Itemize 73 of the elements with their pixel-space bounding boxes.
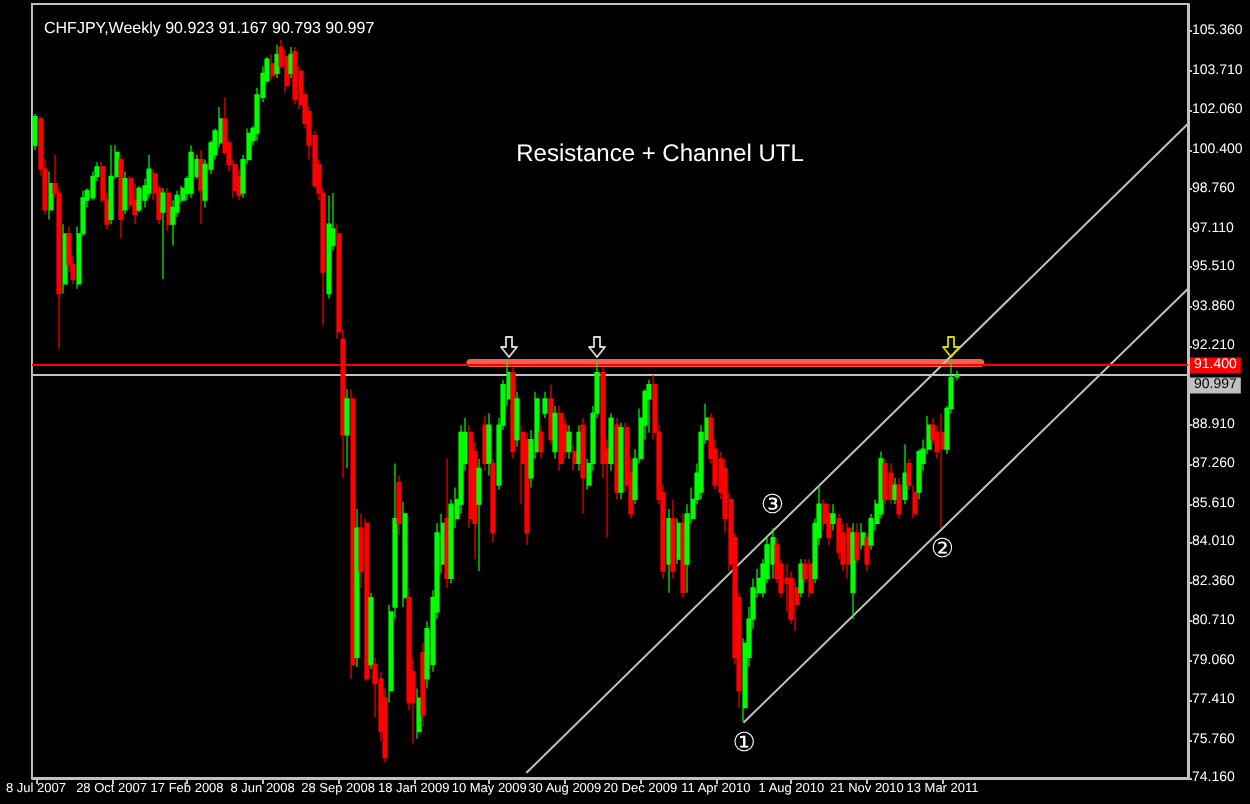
candlestick — [888, 462, 894, 505]
candlestick — [288, 46, 294, 79]
candlestick — [444, 458, 450, 589]
candlestick — [892, 477, 898, 505]
candlestick — [486, 412, 492, 477]
candlestick — [32, 113, 38, 151]
candlestick — [396, 474, 402, 536]
candlestick — [940, 412, 946, 529]
candlestick — [854, 522, 860, 565]
candlestick — [524, 431, 530, 546]
candlestick — [860, 522, 866, 551]
candlestick — [580, 417, 586, 515]
candlestick — [882, 458, 888, 505]
candlestick — [916, 448, 922, 501]
annotation: ② — [930, 535, 955, 566]
candlestick — [850, 522, 856, 620]
candlestick — [170, 199, 176, 247]
candlestick — [292, 46, 298, 106]
candlestick — [558, 405, 564, 472]
candlestick — [188, 144, 194, 199]
candlestick — [788, 570, 794, 625]
candlestick — [514, 391, 520, 448]
candlestick — [270, 53, 276, 82]
candlestick — [770, 527, 776, 579]
candlestick — [48, 170, 54, 220]
candlestick — [146, 154, 152, 199]
candlestick — [608, 412, 614, 472]
candlestick — [808, 558, 814, 599]
candlestick — [566, 424, 572, 460]
candlestick — [826, 503, 832, 546]
annotation: Resistance + Channel UTL — [516, 138, 805, 167]
candlestick — [538, 424, 544, 460]
candlestick — [680, 513, 686, 599]
candlestick — [166, 187, 172, 232]
candlestick — [354, 508, 360, 668]
candlestick — [666, 508, 672, 594]
candlestick — [476, 458, 482, 572]
candlestick — [236, 168, 242, 201]
candlestick — [420, 642, 426, 728]
candlestick — [646, 379, 652, 433]
candlestick — [62, 223, 68, 295]
candlestick — [198, 149, 204, 225]
candlestick — [548, 383, 554, 445]
candlestick — [794, 577, 800, 632]
candlestick — [132, 182, 138, 225]
candlestick — [846, 522, 852, 579]
candlestick — [572, 443, 578, 472]
annotation: ① — [732, 729, 756, 759]
candlestick — [344, 388, 350, 469]
candlestick — [670, 498, 676, 579]
candlestick — [122, 170, 128, 216]
candlestick — [368, 592, 374, 670]
candlestick — [830, 503, 836, 532]
candlestick — [136, 185, 142, 213]
candlestick — [864, 532, 870, 572]
candlestick — [552, 405, 558, 460]
candlestick — [274, 44, 280, 79]
annotation: ③ — [760, 491, 785, 522]
candlestick — [416, 687, 422, 740]
candlestick — [798, 558, 804, 599]
candlestick — [108, 144, 114, 225]
candlestick — [350, 388, 356, 680]
candlestick — [402, 501, 408, 608]
candlestick — [618, 422, 624, 501]
candlestick — [326, 194, 332, 299]
candlestick — [490, 458, 496, 544]
candlestick — [90, 170, 96, 201]
candlestick — [840, 522, 846, 572]
candlestick — [160, 187, 166, 280]
candlestick — [896, 477, 902, 520]
candlestick — [902, 443, 908, 505]
candlestick — [118, 154, 124, 240]
text: CHFJPY,Weekly 90.923 91.167 90.793 90.997 — [44, 19, 376, 37]
